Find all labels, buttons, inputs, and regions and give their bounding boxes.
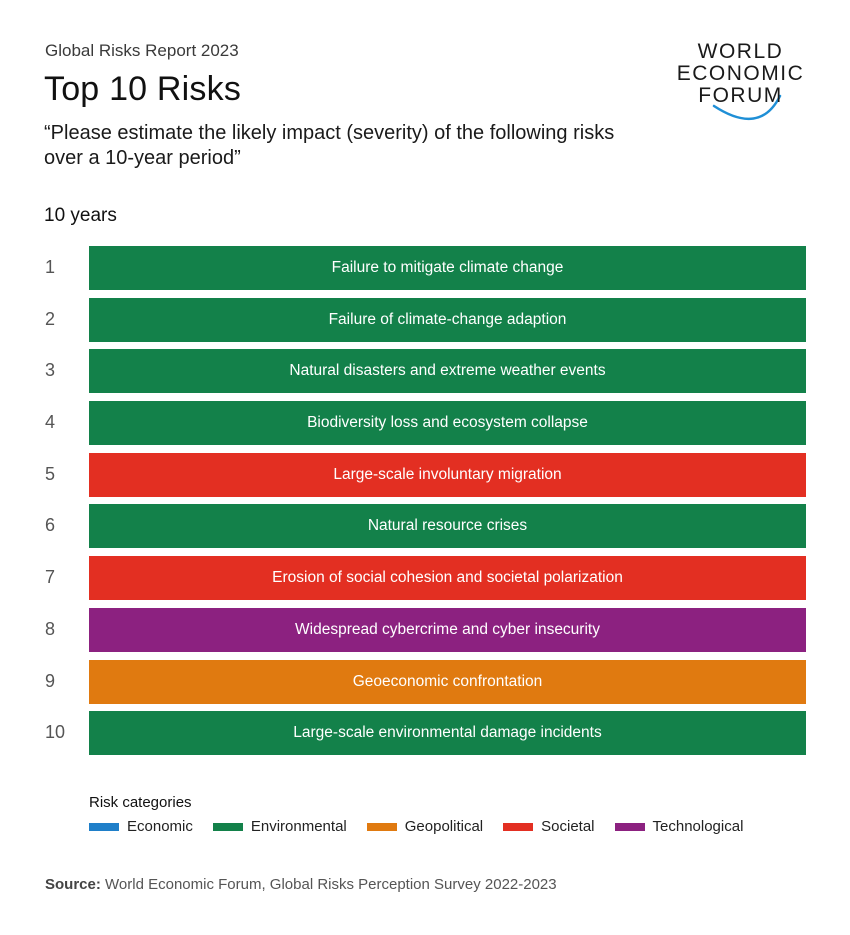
risk-row: 3 Natural disasters and extreme weather e… (0, 349, 850, 394)
legend-label: Societal (541, 818, 595, 835)
risk-row: 4 Biodiversity loss and ecosystem collaps… (0, 401, 850, 446)
legend-label: Economic (127, 818, 193, 835)
risk-rank: 1 (45, 257, 56, 277)
wef-logo: WORLD ECONOMIC FORUM (668, 40, 813, 128)
logo-word-2: ECONOMIC (676, 62, 805, 85)
risk-row: 5 Large-scale involuntary migration (0, 452, 850, 497)
legend-item: Societal (503, 818, 595, 835)
legend-title: Risk categories (89, 794, 192, 811)
legend-item: Technological (614, 818, 744, 835)
source-note: Source: World Economic Forum, Global Ris… (45, 876, 557, 893)
risk-bar: Failure of climate-change adaption (89, 297, 806, 342)
risk-list: 1 Failure to mitigate climate change 2 Fail… (0, 246, 850, 763)
risk-rank: 4 (45, 412, 56, 433)
risk-row: 2 Failure of climate-change adaption (0, 297, 850, 342)
legend-label: Environmental (250, 818, 347, 835)
legend-item: Environmental (212, 818, 347, 835)
risk-bar: Failure to mitigate climate change (89, 246, 806, 290)
source-label: Source: (45, 876, 101, 893)
risk-bar: Natural disasters and extreme weather ev… (89, 349, 806, 394)
risk-rank: 9 (45, 670, 56, 691)
legend-swatch (614, 822, 645, 831)
legend-label: Geopolitical (404, 818, 484, 835)
risk-row: 8 Widespread cybercrime and cyber insecur… (0, 607, 850, 652)
risk-rank: 2 (45, 308, 56, 329)
legend: Economic Environmental Geopolitical Societa… (89, 818, 763, 835)
survey-question: “Please estimate the likely impact (seve… (44, 122, 615, 169)
risk-rank: 6 (45, 515, 56, 536)
source-text: World Economic Forum, Global Risks Perce… (100, 876, 557, 893)
risk-bar: Natural resource crises (89, 504, 806, 549)
legend-swatch (366, 822, 397, 831)
logo-arc-icon (712, 94, 782, 121)
risk-rank: 10 (45, 722, 66, 743)
legend-swatch (89, 822, 119, 831)
page-title: Top 10 Risks (44, 70, 242, 108)
risk-rank: 8 (45, 618, 56, 639)
risk-bar: Large-scale environmental damage inciden… (89, 711, 806, 756)
risk-row: 9 Geoeconomic confrontation (0, 659, 850, 704)
logo-word-1: WORLD (697, 40, 784, 63)
risk-rank: 5 (45, 463, 56, 484)
legend-item: Geopolitical (366, 818, 484, 835)
legend-label: Technological (652, 818, 744, 835)
risk-bar: Biodiversity loss and ecosystem collapse (89, 401, 806, 446)
risk-rank: 3 (45, 360, 56, 381)
risk-row: 7 Erosion of social cohesion and societal… (0, 556, 850, 601)
risk-bar: Erosion of social cohesion and societal … (89, 556, 806, 601)
risk-row: 10 Large-scale environmental damage incid… (0, 711, 850, 756)
risk-row: 6 Natural resource crises (0, 504, 850, 549)
risk-bar: Geoeconomic confrontation (89, 659, 806, 704)
period-label: 10 years (44, 205, 117, 226)
risk-rank: 7 (45, 567, 56, 588)
legend-swatch (212, 822, 243, 831)
risk-bar: Large-scale involuntary migration (89, 452, 806, 497)
legend-item: Economic (89, 818, 193, 835)
report-label: Global Risks Report 2023 (45, 41, 239, 60)
logo-word-3: FORUM (698, 84, 783, 107)
risk-row: 1 Failure to mitigate climate change (0, 246, 850, 290)
legend-swatch (503, 822, 534, 831)
risk-bar: Widespread cybercrime and cyber insecuri… (89, 607, 806, 652)
